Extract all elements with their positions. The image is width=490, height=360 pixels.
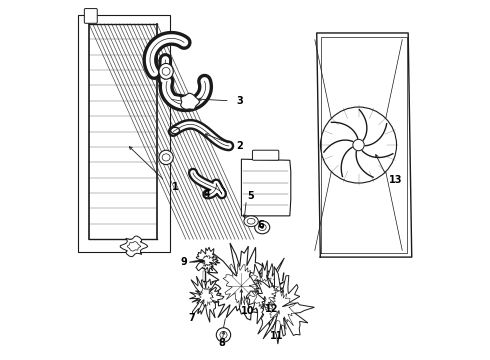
Text: 13: 13 bbox=[389, 175, 402, 185]
Text: 1: 1 bbox=[172, 182, 178, 192]
Polygon shape bbox=[189, 276, 224, 322]
Text: 3: 3 bbox=[236, 96, 243, 106]
Text: 4: 4 bbox=[204, 189, 211, 199]
Circle shape bbox=[261, 226, 264, 229]
Text: 5: 5 bbox=[247, 191, 253, 201]
Polygon shape bbox=[120, 236, 148, 257]
Ellipse shape bbox=[244, 216, 258, 226]
Polygon shape bbox=[246, 258, 287, 331]
Text: 2: 2 bbox=[236, 141, 243, 151]
Ellipse shape bbox=[159, 150, 173, 165]
Polygon shape bbox=[257, 266, 315, 344]
Ellipse shape bbox=[159, 63, 173, 79]
FancyBboxPatch shape bbox=[252, 150, 279, 160]
Circle shape bbox=[353, 139, 364, 151]
Text: 7: 7 bbox=[188, 313, 195, 323]
Bar bbox=[78, 15, 170, 252]
Polygon shape bbox=[189, 247, 220, 274]
Ellipse shape bbox=[255, 221, 270, 234]
FancyBboxPatch shape bbox=[84, 9, 97, 23]
Text: 8: 8 bbox=[218, 338, 225, 348]
Text: 12: 12 bbox=[265, 304, 278, 314]
Text: 11: 11 bbox=[270, 331, 284, 341]
Text: 9: 9 bbox=[181, 257, 188, 267]
Polygon shape bbox=[207, 243, 282, 320]
Text: 6: 6 bbox=[258, 220, 264, 230]
Polygon shape bbox=[181, 93, 200, 109]
Circle shape bbox=[216, 328, 231, 342]
Polygon shape bbox=[242, 159, 291, 216]
Text: 10: 10 bbox=[242, 306, 255, 316]
